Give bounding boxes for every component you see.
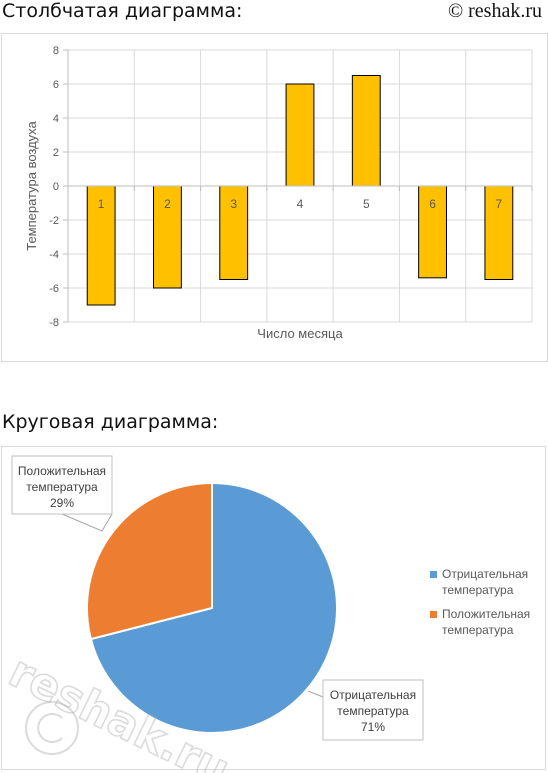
legend-label: Отрицательная	[442, 567, 528, 581]
bar	[153, 185, 182, 289]
legend-label: температура	[442, 583, 514, 597]
pie-data-label: температура	[26, 480, 98, 494]
bar-chart: -8 -6 -4 -2 0 2 4 6 8 1 2 3 4 5 6 7 Число месяца Температ…	[24, 45, 533, 341]
pie-data-label: Отрицательная	[330, 688, 416, 702]
callout-box	[11, 455, 113, 515]
x-tick-label: 6	[429, 197, 436, 211]
callout-leader	[307, 690, 324, 698]
callout-box	[322, 679, 424, 741]
y-tick-label: -6	[49, 283, 59, 295]
bar-chart-heading: Столбчатая диаграмма:	[2, 0, 243, 22]
pie-data-label: 71%	[361, 720, 385, 734]
y-axis-title: Температура воздуха	[24, 120, 39, 250]
y-tick-label: -4	[49, 249, 59, 261]
bar	[418, 185, 447, 279]
x-tick-label: 4	[297, 197, 304, 211]
legend-label: температура	[442, 623, 514, 637]
pie-data-label: 29%	[50, 496, 74, 510]
bar	[285, 83, 315, 187]
bar	[219, 185, 249, 280]
x-tick-label: 7	[496, 197, 503, 211]
y-tick-label: 6	[53, 79, 59, 91]
x-axis-title: Число месяца	[257, 326, 343, 341]
y-tick-label: 0	[53, 181, 59, 193]
y-tick-label: -2	[49, 215, 59, 227]
legend-marker	[430, 571, 437, 578]
site-mark: © reshak.ru	[447, 0, 542, 22]
pie-data-label: Положительная	[18, 464, 106, 478]
y-tick-label: 2	[53, 147, 59, 159]
x-tick-label: 3	[230, 197, 237, 211]
callout-leader	[61, 513, 113, 532]
pie-chart-panel: Положительная температура 29% Отрицательная…	[1, 446, 546, 770]
x-tick-label: 1	[98, 197, 105, 211]
bar	[484, 185, 514, 280]
pie-slice	[86, 481, 213, 641]
pie-chart: Положительная температура 29% Отрицательная…	[11, 455, 530, 741]
pie-slice	[89, 481, 338, 734]
pie-data-label: температура	[337, 704, 409, 718]
y-tick-label: -8	[49, 317, 59, 329]
y-tick-label: 4	[53, 113, 59, 125]
legend-marker	[430, 611, 437, 618]
bar-chart-panel: -8 -6 -4 -2 0 2 4 6 8 1 2 3 4 5 6 7 Число месяца Температ…	[1, 33, 548, 362]
bar	[351, 75, 381, 187]
y-tick-label: 8	[53, 45, 59, 57]
legend-label: Положительная	[442, 607, 530, 621]
bar	[86, 185, 116, 306]
x-tick-label: 2	[164, 197, 171, 211]
pie-chart-heading: Круговая диаграмма:	[2, 411, 219, 433]
x-tick-label: 5	[363, 197, 370, 211]
